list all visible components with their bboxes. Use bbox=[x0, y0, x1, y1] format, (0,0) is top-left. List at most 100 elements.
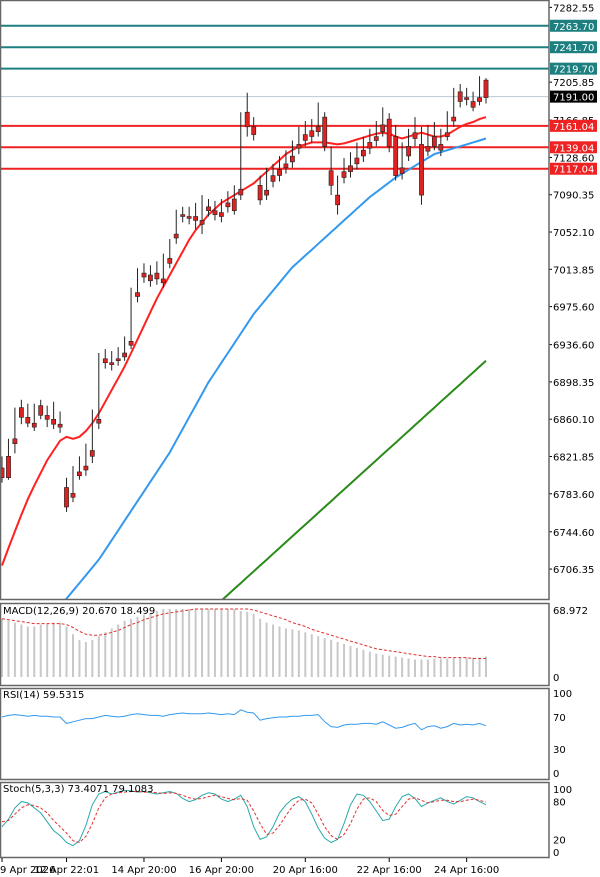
candle-body bbox=[464, 97, 469, 100]
candlestick bbox=[0, 456, 5, 483]
support-level-label-bg bbox=[550, 141, 597, 154]
candlestick bbox=[457, 83, 463, 108]
candlestick bbox=[173, 209, 179, 244]
time-axis-label: 12 Apr 22:01 bbox=[34, 865, 99, 876]
candle-body bbox=[348, 165, 353, 172]
candlestick bbox=[341, 158, 347, 184]
candlestick bbox=[160, 253, 166, 288]
chart-frame bbox=[0, 0, 550, 859]
candlestick bbox=[154, 261, 160, 285]
candle-body bbox=[251, 126, 257, 135]
macd-signal-line bbox=[1, 608, 486, 659]
rsi-y-tick-label: 30 bbox=[553, 745, 566, 756]
moving-averages bbox=[1, 116, 487, 600]
candle-body bbox=[77, 471, 82, 477]
candle-body bbox=[122, 352, 127, 358]
candle-body bbox=[296, 144, 302, 149]
candle-body bbox=[244, 111, 250, 128]
moving-average-line bbox=[63, 137, 487, 600]
price-panel: 7282.557205.857166.857128.607090.357052.… bbox=[0, 3, 597, 600]
candlestick bbox=[283, 150, 289, 174]
candle-body bbox=[96, 418, 102, 424]
candle-body bbox=[360, 149, 366, 157]
candlestick bbox=[31, 403, 37, 431]
resistance-level-label: 7263.70 bbox=[553, 22, 594, 33]
stoch-y-tick-label: 100 bbox=[553, 785, 572, 796]
candle-body bbox=[25, 416, 31, 424]
candlestick bbox=[206, 198, 211, 217]
candle-body bbox=[328, 170, 334, 186]
candlestick bbox=[141, 263, 147, 283]
candlestick bbox=[393, 124, 399, 181]
candle-body bbox=[425, 146, 431, 152]
candle-body bbox=[199, 220, 205, 225]
support-level-label-bg bbox=[550, 162, 597, 175]
candle-body bbox=[406, 146, 411, 157]
stoch-panel: Stoch(5,3,3) 73.4071 79.1083 100 80 20 0 bbox=[1, 784, 572, 859]
candlestick bbox=[406, 128, 411, 161]
candlestick bbox=[302, 121, 308, 147]
candlestick bbox=[193, 202, 198, 230]
stoch-y-tick-label: 0 bbox=[553, 848, 559, 859]
candlestick bbox=[128, 287, 134, 350]
resistance-level-label-bg bbox=[550, 19, 597, 32]
candle-body bbox=[83, 465, 89, 471]
candle-body bbox=[219, 212, 224, 217]
candle-body bbox=[438, 144, 444, 151]
candle-body bbox=[89, 450, 95, 457]
candle-body bbox=[457, 91, 463, 102]
candle-body bbox=[367, 142, 373, 149]
candlestick bbox=[322, 112, 328, 152]
candlestick bbox=[180, 206, 186, 223]
candlestick bbox=[6, 438, 11, 480]
candle-body bbox=[51, 418, 56, 425]
candlestick bbox=[244, 92, 250, 137]
candle-body bbox=[335, 194, 340, 206]
candlestick bbox=[360, 136, 366, 162]
candlestick bbox=[257, 175, 263, 205]
candle-body bbox=[141, 272, 147, 278]
candle-body bbox=[373, 136, 379, 141]
candlestick bbox=[399, 142, 405, 180]
candle-body bbox=[167, 258, 173, 264]
candle-body bbox=[135, 292, 140, 297]
candlestick bbox=[425, 124, 431, 157]
candle-body bbox=[180, 214, 186, 217]
support-level-label: 7117.04 bbox=[553, 165, 594, 176]
candlestick bbox=[335, 175, 340, 215]
price-y-tick-label: 6936.60 bbox=[553, 341, 594, 352]
candlestick bbox=[270, 163, 276, 188]
price-y-tick-label: 6860.10 bbox=[553, 415, 594, 426]
time-axis-label: 22 Apr 16:00 bbox=[357, 865, 422, 876]
candlestick bbox=[219, 198, 224, 223]
candlestick bbox=[348, 152, 353, 178]
candle-body bbox=[309, 130, 315, 137]
candlestick bbox=[309, 119, 315, 143]
candlestick bbox=[18, 399, 24, 425]
candle-body bbox=[289, 155, 295, 163]
candlestick bbox=[115, 347, 121, 366]
candlestick bbox=[186, 206, 192, 225]
rsi-y-tick-label: 70 bbox=[553, 713, 566, 724]
candle-body bbox=[206, 206, 211, 212]
candlestick bbox=[438, 128, 444, 157]
candle-body bbox=[315, 126, 321, 133]
candle-body bbox=[231, 198, 237, 211]
price-y-tick-label: 6975.60 bbox=[553, 303, 594, 314]
candle-body bbox=[238, 188, 244, 196]
candle-body bbox=[31, 422, 37, 428]
candle-body bbox=[264, 189, 269, 196]
price-y-tick-label: 7128.60 bbox=[553, 153, 594, 164]
support-level-label: 7161.04 bbox=[553, 122, 594, 133]
candle-body bbox=[386, 118, 392, 147]
candlestick bbox=[122, 336, 127, 361]
candlestick bbox=[38, 399, 44, 420]
macd-label: MACD(12,26,9) 20.670 18.499 bbox=[3, 606, 155, 617]
support-level-label: 7139.04 bbox=[553, 143, 594, 154]
candlestick bbox=[51, 401, 56, 430]
price-y-tick-label: 6706.35 bbox=[553, 565, 594, 576]
moving-average-line bbox=[220, 360, 487, 600]
candle-body bbox=[483, 79, 489, 98]
candle-body bbox=[393, 136, 399, 176]
current-price-label-bg bbox=[550, 90, 597, 103]
